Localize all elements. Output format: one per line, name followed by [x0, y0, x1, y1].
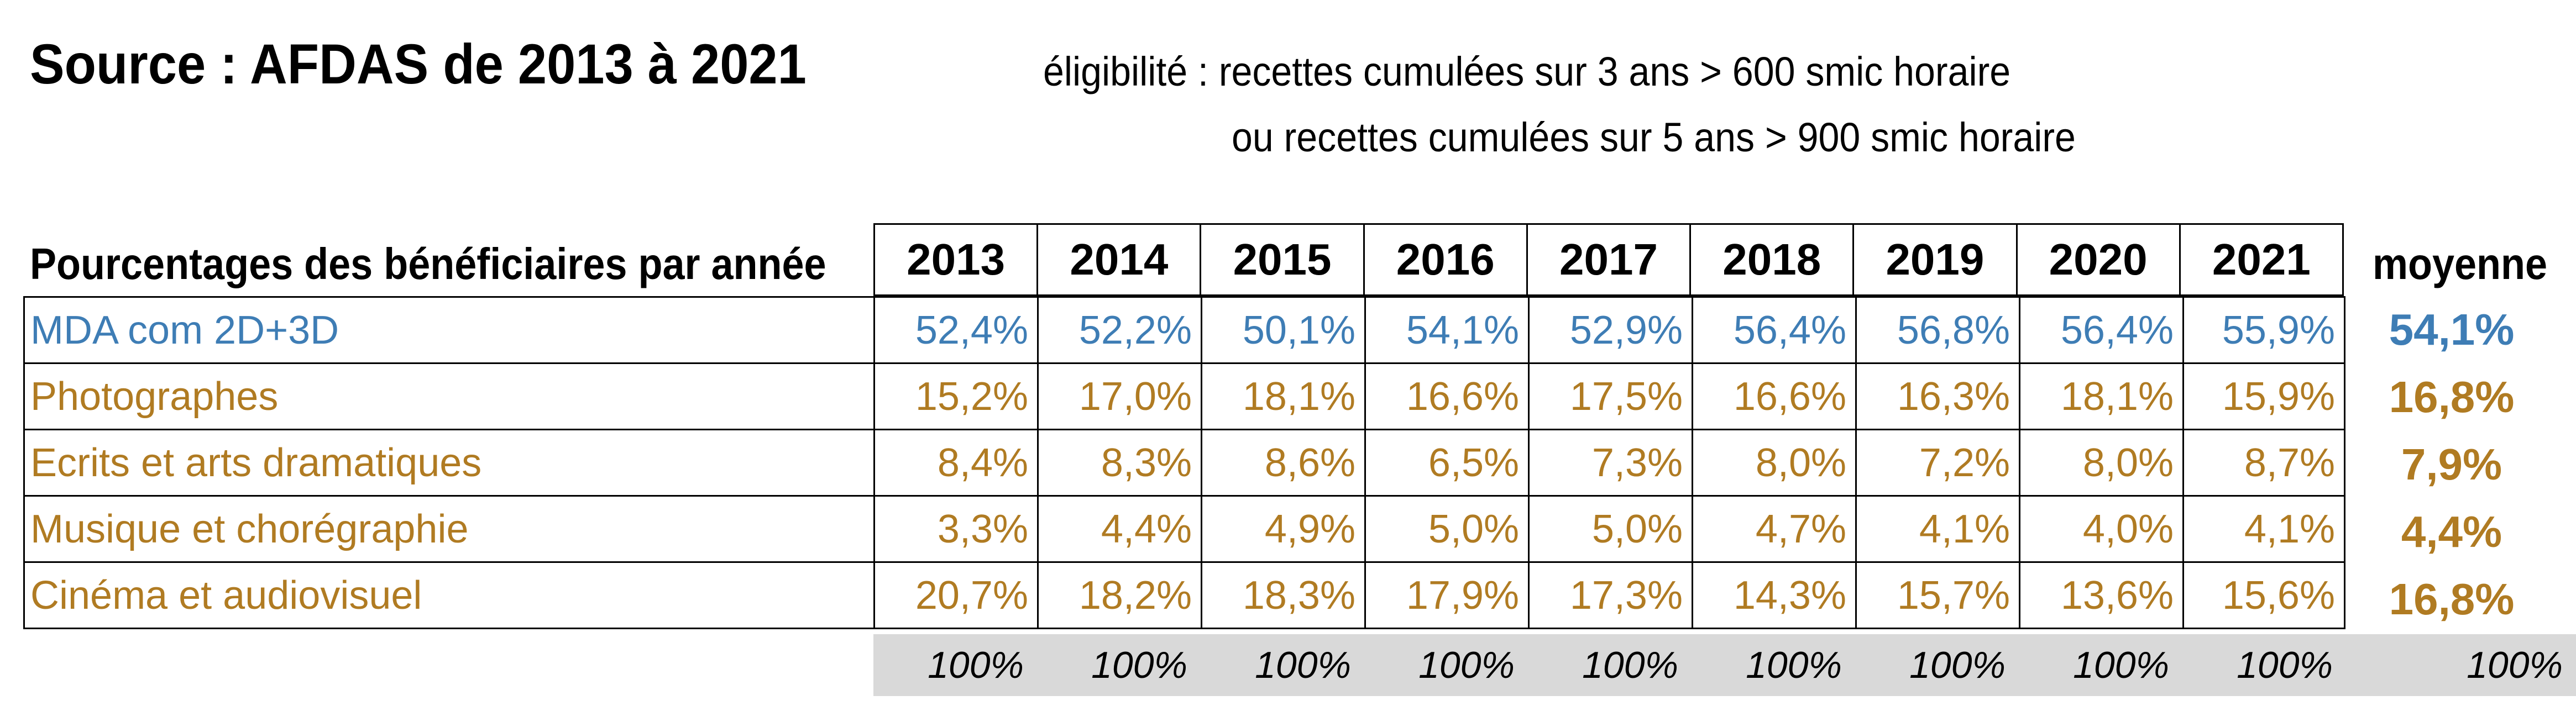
value-cell: 15,7% — [1855, 561, 2020, 629]
value-cell: 8,0% — [1692, 429, 1857, 497]
average-cell: 4,4% — [2401, 507, 2502, 556]
value-cell: 15,9% — [2182, 362, 2345, 430]
value-cell: 56,4% — [2019, 296, 2184, 364]
table-row: Musique et chorégraphie 3,3% 4,4% 4,9% 5,0% 5… — [23, 495, 2345, 563]
value-cell: 5,0% — [1364, 495, 1530, 563]
value-cell: 55,9% — [2182, 296, 2345, 364]
value-cell: 8,6% — [1201, 429, 1366, 497]
value-cell: 4,1% — [2182, 495, 2345, 563]
table-row: Ecrits et arts dramatiques 8,4% 8,3% 8,6% 6,… — [23, 429, 2345, 497]
value-cell: 14,3% — [1692, 561, 1857, 629]
value-cell: 3,3% — [873, 495, 1039, 563]
year-header-row: 2013 2014 2015 2016 2017 2018 2019 2020 … — [873, 223, 2344, 296]
value-cell: 18,3% — [1201, 561, 1366, 629]
year-header-2019: 2019 — [1852, 223, 2018, 296]
average-total-cell: 100% — [2467, 644, 2563, 686]
value-cell: 18,2% — [1037, 561, 1202, 629]
average-cell: 16,8% — [2389, 575, 2515, 624]
total-cell: 100% — [2073, 644, 2169, 686]
table-row: MDA com 2D+3D 52,4% 52,2% 50,1% 54,1% 52,9% 56… — [23, 296, 2345, 364]
average-cell: 54,1% — [2389, 305, 2515, 354]
year-header-table: 2013 2014 2015 2016 2017 2018 2019 2020 … — [873, 223, 2344, 296]
value-cell: 50,1% — [1201, 296, 1366, 364]
value-cell: 17,0% — [1037, 362, 1202, 430]
table-row: Cinéma et audiovisuel 20,7% 18,2% 18,3% 17,9… — [23, 561, 2345, 629]
value-cell: 17,5% — [1528, 362, 1693, 430]
average-header: moyenne — [2372, 239, 2548, 288]
total-cell: 100% — [1746, 644, 1842, 686]
value-cell: 17,9% — [1364, 561, 1530, 629]
average-column: 54,1% 16,8% 7,9% 4,4% 16,8% — [2344, 296, 2576, 633]
total-cell: 100% — [1255, 644, 1351, 686]
value-cell: 52,9% — [1528, 296, 1693, 364]
row-label-header: Pourcentages des bénéficiaires par année — [30, 239, 826, 288]
category-cell: Ecrits et arts dramatiques — [23, 429, 875, 497]
data-table-body: MDA com 2D+3D 52,4% 52,2% 50,1% 54,1% 52,9% 56… — [23, 296, 2345, 629]
average-cell: 7,9% — [2401, 440, 2502, 489]
value-cell: 7,2% — [1855, 429, 2020, 497]
source-title: Source : AFDAS de 2013 à 2021 — [30, 33, 807, 96]
value-cell: 16,3% — [1855, 362, 2020, 430]
category-cell: MDA com 2D+3D — [23, 296, 875, 364]
total-cell: 100% — [2237, 644, 2333, 686]
total-cell: 100% — [1582, 644, 1678, 686]
year-header-2016: 2016 — [1363, 223, 1528, 296]
value-cell: 4,7% — [1692, 495, 1857, 563]
value-cell: 8,3% — [1037, 429, 1202, 497]
value-cell: 4,0% — [2019, 495, 2184, 563]
eligibility-line-2: ou recettes cumulées sur 5 ans > 900 smi… — [1232, 114, 2076, 160]
value-cell: 16,6% — [1692, 362, 1857, 430]
value-cell: 52,2% — [1037, 296, 1202, 364]
value-cell: 13,6% — [2019, 561, 2184, 629]
category-cell: Photographes — [23, 362, 875, 430]
value-cell: 56,4% — [1692, 296, 1857, 364]
value-cell: 5,0% — [1528, 495, 1693, 563]
value-cell: 15,6% — [2182, 561, 2345, 629]
value-cell: 52,4% — [873, 296, 1039, 364]
value-cell: 4,4% — [1037, 495, 1202, 563]
value-cell: 56,8% — [1855, 296, 2020, 364]
total-row: 100% 100% 100% 100% 100% 100% 100% 100% 100% 100% — [873, 634, 2576, 696]
value-cell: 6,5% — [1364, 429, 1530, 497]
year-header-2018: 2018 — [1689, 223, 1855, 296]
value-cell: 17,3% — [1528, 561, 1693, 629]
value-cell: 8,4% — [873, 429, 1039, 497]
year-header-2020: 2020 — [2015, 223, 2181, 296]
year-header-2021: 2021 — [2179, 223, 2344, 296]
eligibility-line-1: éligibilité : recettes cumulées sur 3 an… — [1043, 49, 2011, 94]
value-cell: 7,3% — [1528, 429, 1693, 497]
data-table: MDA com 2D+3D 52,4% 52,2% 50,1% 54,1% 52,9% 56… — [23, 296, 2345, 629]
total-cell: 100% — [1418, 644, 1515, 686]
total-cell: 100% — [1909, 644, 2006, 686]
value-cell: 4,1% — [1855, 495, 2020, 563]
year-header-2015: 2015 — [1200, 223, 1365, 296]
total-cell: 100% — [1091, 644, 1187, 686]
category-cell: Musique et chorégraphie — [23, 495, 875, 563]
value-cell: 15,2% — [873, 362, 1039, 430]
table-row: Photographes 15,2% 17,0% 18,1% 16,6% 17,5% 16,… — [23, 362, 2345, 430]
average-cell: 16,8% — [2389, 372, 2515, 422]
value-cell: 20,7% — [873, 561, 1039, 629]
total-cell: 100% — [928, 644, 1024, 686]
value-cell: 8,7% — [2182, 429, 2345, 497]
value-cell: 18,1% — [1201, 362, 1366, 430]
value-cell: 54,1% — [1364, 296, 1530, 364]
value-cell: 8,0% — [2019, 429, 2184, 497]
value-cell: 16,6% — [1364, 362, 1530, 430]
value-cell: 4,9% — [1201, 495, 1366, 563]
value-cell: 18,1% — [2019, 362, 2184, 430]
year-header-2013: 2013 — [873, 223, 1039, 296]
year-header-2017: 2017 — [1526, 223, 1692, 296]
category-cell: Cinéma et audiovisuel — [23, 561, 875, 629]
year-header-2014: 2014 — [1036, 223, 1202, 296]
